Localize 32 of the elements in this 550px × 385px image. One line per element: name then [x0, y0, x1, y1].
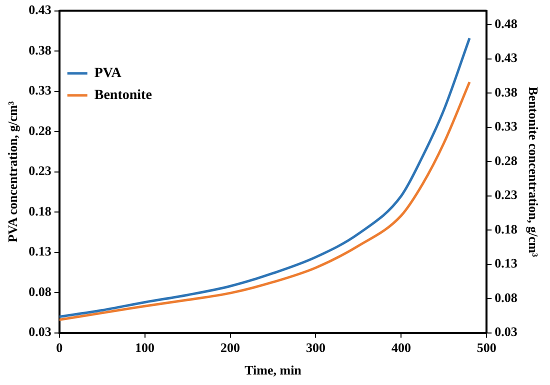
y2-tick-label: 0.23	[494, 187, 518, 202]
y2-tick-label: 0.03	[494, 324, 518, 340]
y2-tick-label: 0.38	[494, 84, 518, 100]
y2-tick-label: 0.13	[494, 256, 518, 271]
legend-label: Bentonite	[94, 88, 152, 104]
x-tick-label: 200	[220, 340, 240, 355]
y2-tick-label: 0.08	[494, 290, 518, 305]
y2-axis-title: Bentonite concentration, g/cm³	[526, 86, 541, 258]
line-series	[59, 80, 471, 322]
y2-tick-label: 0.28	[494, 152, 518, 168]
y-axis-title: PVA concentration, g/cm³	[5, 101, 20, 242]
y2-tick-label: 0.33	[494, 118, 518, 134]
y-tick-label: 0.08	[28, 284, 52, 299]
y2-tick-label: 0.48	[494, 16, 518, 31]
y-tick-label: 0.23	[28, 163, 52, 178]
y-tick-label: 0.18	[28, 203, 52, 218]
y2-tick-label: 0.43	[494, 50, 518, 66]
y-tick-label: 0.38	[28, 42, 52, 58]
x-tick-label: 0	[56, 340, 63, 355]
x-tick-label: 100	[135, 340, 155, 355]
y-tick-label: 0.03	[28, 324, 52, 340]
x-tick-label: 500	[476, 340, 496, 355]
line-series	[59, 36, 471, 318]
y-tick-label: 0.33	[28, 82, 52, 98]
y-tick-label: 0.28	[28, 122, 52, 138]
x-axis-title: Time, min	[244, 362, 302, 378]
x-tick-label: 400	[391, 340, 411, 355]
x-tick-label: 300	[306, 340, 326, 355]
y2-tick-label: 0.18	[494, 221, 518, 236]
y-tick-label: 0.43	[28, 2, 52, 18]
legend-label: PVA	[94, 66, 122, 82]
y-tick-label: 0.13	[28, 244, 52, 259]
